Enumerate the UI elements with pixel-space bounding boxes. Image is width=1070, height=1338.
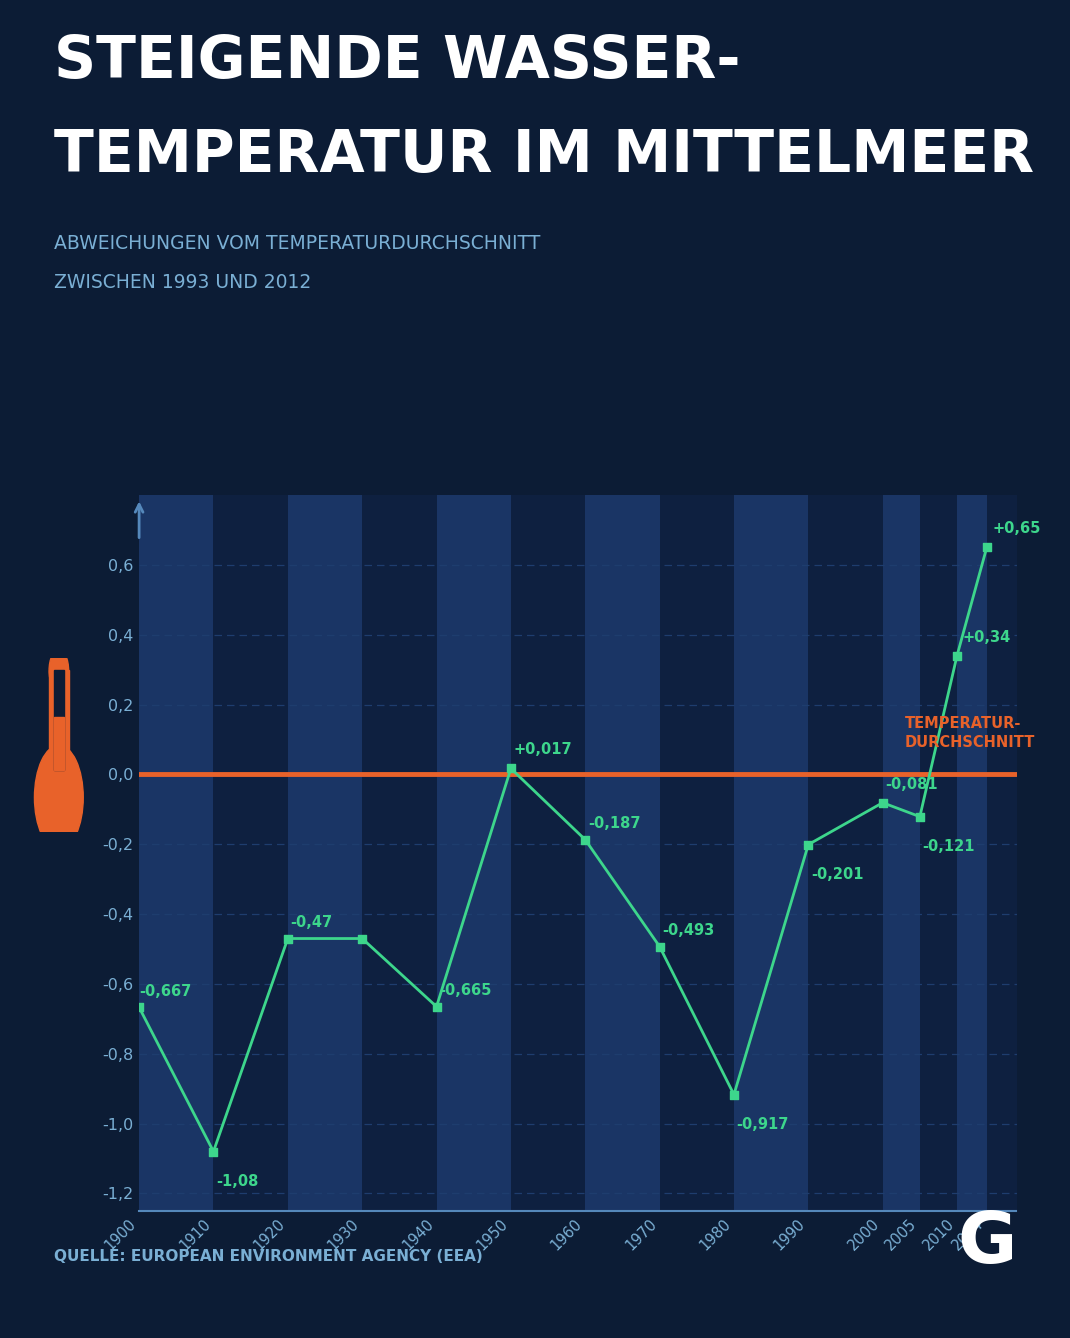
Point (131, 997, 148, 1018)
Bar (987, 495, 1016, 1211)
Text: -0,493: -0,493 (662, 923, 715, 938)
Text: G: G (958, 1208, 1016, 1278)
Bar (139, 495, 213, 1211)
Point (279, 927, 296, 949)
Bar (734, 495, 808, 1211)
Text: TEMPERATUR-
DURCHSCHNITT: TEMPERATUR- DURCHSCHNITT (905, 716, 1036, 751)
Text: QUELLE: EUROPEAN ENVIRONMENT AGENCY (EEA): QUELLE: EUROPEAN ENVIRONMENT AGENCY (EEA… (54, 1250, 483, 1264)
Text: +0,017: +0,017 (514, 743, 572, 757)
Text: +0,34: +0,34 (963, 630, 1011, 645)
Point (502, 757, 519, 779)
Text: ZWISCHEN 1993 UND 2012: ZWISCHEN 1993 UND 2012 (54, 273, 310, 292)
Text: TEMPERATUR IM MITTELMEER: TEMPERATUR IM MITTELMEER (54, 127, 1034, 185)
Text: -0,201: -0,201 (811, 867, 863, 882)
Bar (883, 495, 920, 1211)
Bar (585, 495, 659, 1211)
Text: -0,081: -0,081 (886, 776, 938, 792)
Point (725, 1084, 743, 1105)
Bar (54, 717, 64, 769)
Text: -0,667: -0,667 (139, 983, 192, 999)
Circle shape (49, 649, 68, 692)
Point (948, 645, 965, 666)
Point (577, 830, 594, 851)
Point (353, 927, 370, 949)
Text: -1,08: -1,08 (216, 1173, 259, 1188)
Text: -0,917: -0,917 (737, 1117, 789, 1132)
Bar (957, 495, 987, 1211)
Bar (659, 495, 734, 1211)
Bar (808, 495, 883, 1211)
Text: -0,47: -0,47 (291, 915, 333, 930)
Bar (54, 670, 64, 769)
Point (799, 834, 816, 855)
Text: ABWEICHUNGEN VOM TEMPERATURDURCHSCHNITT: ABWEICHUNGEN VOM TEMPERATURDURCHSCHNITT (54, 234, 540, 253)
Bar (510, 495, 585, 1211)
Bar (437, 495, 510, 1211)
Circle shape (34, 745, 83, 850)
Point (428, 995, 445, 1017)
Text: -0,665: -0,665 (440, 983, 492, 998)
Text: STEIGENDE WASSER-: STEIGENDE WASSER- (54, 33, 740, 91)
Text: +0,65: +0,65 (992, 522, 1041, 537)
Point (651, 935, 668, 957)
Text: -0,187: -0,187 (588, 816, 641, 831)
Bar (920, 495, 957, 1211)
Point (204, 1141, 221, 1163)
Point (978, 537, 995, 558)
Bar (49, 670, 68, 784)
Bar (213, 495, 288, 1211)
Text: -0,121: -0,121 (922, 839, 975, 854)
Point (874, 792, 891, 814)
Bar (362, 495, 437, 1211)
Bar (288, 495, 362, 1211)
Point (912, 805, 929, 827)
